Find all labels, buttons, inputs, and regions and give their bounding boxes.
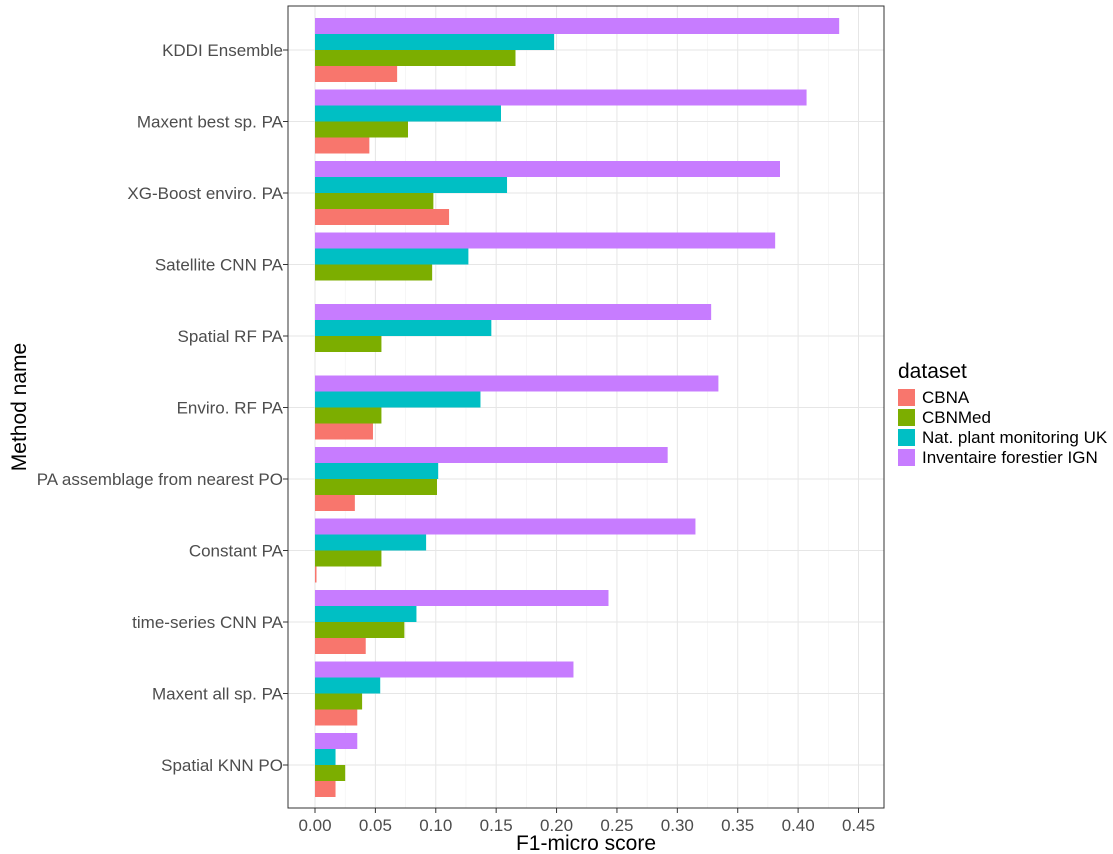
- x-tick-label: 0.35: [721, 816, 754, 835]
- bars: [315, 18, 840, 797]
- bar: [315, 518, 696, 535]
- bar: [315, 423, 373, 440]
- bar: [315, 336, 382, 352]
- bar: [315, 137, 370, 154]
- bar: [315, 661, 574, 678]
- legend-label: Inventaire forestier IGN: [922, 448, 1098, 467]
- y-tick-label: time-series CNN PA: [132, 613, 283, 632]
- y-tick-label: Enviro. RF PA: [177, 399, 284, 418]
- bar: [315, 193, 434, 209]
- bar: [315, 391, 481, 408]
- legend-swatch: [898, 449, 915, 466]
- bar: [315, 622, 405, 638]
- bar: [315, 495, 355, 511]
- bar: [315, 34, 555, 50]
- bar: [315, 749, 336, 765]
- x-tick-label: 0.15: [480, 816, 513, 835]
- x-tick-label: 0.30: [661, 816, 694, 835]
- bar: [315, 320, 492, 336]
- bar: [315, 407, 382, 424]
- bar: [315, 566, 317, 583]
- bar: [315, 606, 417, 622]
- legend-label: CBNA: [922, 388, 970, 407]
- x-tick-label: 0.10: [419, 816, 452, 835]
- bar: [315, 232, 776, 249]
- bar: [315, 733, 358, 749]
- bar: [315, 709, 358, 726]
- bar: [315, 375, 719, 392]
- y-tick-label: XG-Boost enviro. PA: [127, 184, 283, 203]
- bar: [315, 534, 427, 551]
- legend-swatch: [898, 409, 915, 426]
- x-tick-label: 0.20: [540, 816, 573, 835]
- bar: [315, 781, 336, 797]
- bar: [315, 693, 363, 710]
- bar: [315, 66, 398, 82]
- axes: 0.00 0.05 0.10 0.15 0.20 0.25 0.30 0.35 0.40 0.45…: [37, 41, 875, 835]
- x-tick-label: 0.00: [298, 816, 331, 835]
- bar: [315, 677, 381, 694]
- legend-label: CBNMed: [922, 408, 991, 427]
- y-tick-label: Spatial RF PA: [177, 327, 283, 346]
- legend-label: Nat. plant monitoring UK: [922, 428, 1108, 447]
- bar: [315, 248, 469, 265]
- bar: [315, 209, 450, 225]
- legend-title: dataset: [898, 360, 967, 383]
- legend-swatch: [898, 429, 915, 446]
- y-axis-title: Method name: [8, 343, 31, 471]
- y-tick-label: KDDI Ensemble: [162, 41, 283, 60]
- bar: [315, 50, 516, 66]
- bar: [315, 447, 668, 463]
- bar: [315, 121, 408, 138]
- bar: [315, 590, 609, 606]
- y-tick-label: PA assemblage from nearest PO: [37, 470, 283, 489]
- x-tick-label: 0.25: [600, 816, 633, 835]
- y-tick-label: Satellite CNN PA: [155, 256, 284, 275]
- bar: [315, 177, 508, 193]
- bar: [315, 304, 712, 320]
- bar: [315, 89, 807, 106]
- y-tick-label: Maxent all sp. PA: [152, 685, 284, 704]
- x-axis-title: F1-micro score: [516, 832, 656, 854]
- x-tick-label: 0.05: [359, 816, 392, 835]
- y-tick-label: Spatial KNN PO: [161, 756, 283, 775]
- bar: [315, 765, 346, 781]
- bar: [315, 161, 780, 177]
- y-tick-label: Constant PA: [189, 542, 284, 561]
- bar: [315, 105, 501, 122]
- y-tick-label: Maxent best sp. PA: [137, 113, 284, 132]
- bar: [315, 18, 840, 34]
- bar: [315, 264, 433, 281]
- legend-swatch: [898, 389, 915, 406]
- bar: [315, 638, 366, 654]
- bar: [315, 479, 437, 495]
- x-tick-label: 0.45: [842, 816, 875, 835]
- bar: [315, 550, 382, 567]
- x-tick-label: 0.40: [782, 816, 815, 835]
- bar: [315, 463, 439, 479]
